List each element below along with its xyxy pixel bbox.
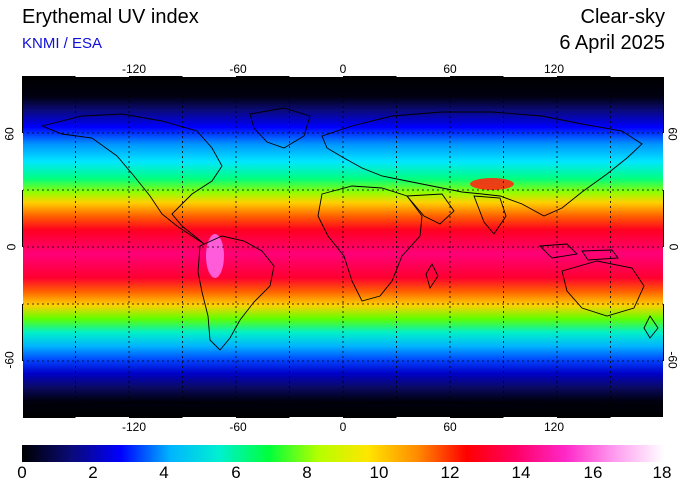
colorbar-tick-0: 0 — [17, 463, 27, 482]
uv-colorbar — [22, 445, 664, 462]
tibet-high-uv-patch — [470, 178, 514, 190]
lon-label-top-w60: -60 — [229, 62, 247, 76]
sky-condition-label: Clear-sky — [580, 6, 665, 28]
colorbar-tick-4: 4 — [159, 463, 169, 482]
colorbar-tick-2: 2 — [88, 463, 98, 482]
lat-label-right-0: 0 — [666, 243, 681, 251]
lon-label-bottom-w60: -60 — [229, 420, 247, 434]
graticule — [22, 76, 664, 418]
lat-label-left-60s: -60 — [2, 351, 17, 369]
credit-label: KNMI / ESA — [22, 35, 103, 52]
colorbar-tick-14: 14 — [511, 463, 531, 482]
colorbar-gradient — [22, 445, 664, 462]
colorbar-tick-6: 6 — [231, 463, 241, 482]
andes-high-uv-patch — [206, 234, 224, 278]
lon-label-bottom-e60: 60 — [443, 420, 457, 434]
lon-label-bottom-e120: 120 — [543, 420, 565, 434]
lon-label-top-e120: 120 — [543, 62, 565, 76]
lon-label-top-0: 0 — [339, 62, 347, 76]
coastlines — [22, 107, 664, 407]
colorbar-tick-16: 16 — [583, 463, 603, 482]
lon-label-top-w120: -120 — [121, 62, 147, 76]
colorbar-tick-18: 18 — [652, 463, 672, 482]
lat-label-right-60n: 60 — [665, 127, 680, 141]
lat-label-left-60n: 60 — [2, 127, 17, 141]
colorbar-tick-8: 8 — [302, 463, 312, 482]
colorbar-tick-10: 10 — [369, 463, 389, 482]
lat-label-right-60s: -60 — [665, 351, 680, 369]
colorbar-tick-12: 12 — [440, 463, 460, 482]
lon-label-top-e60: 60 — [443, 62, 457, 76]
map-title: Erythemal UV index — [22, 6, 199, 28]
lat-label-left-0: 0 — [4, 243, 19, 251]
uv-index-map — [22, 76, 664, 418]
date-label: 6 April 2025 — [559, 32, 665, 54]
lon-label-bottom-w120: -120 — [121, 420, 147, 434]
lon-label-bottom-0: 0 — [339, 420, 347, 434]
